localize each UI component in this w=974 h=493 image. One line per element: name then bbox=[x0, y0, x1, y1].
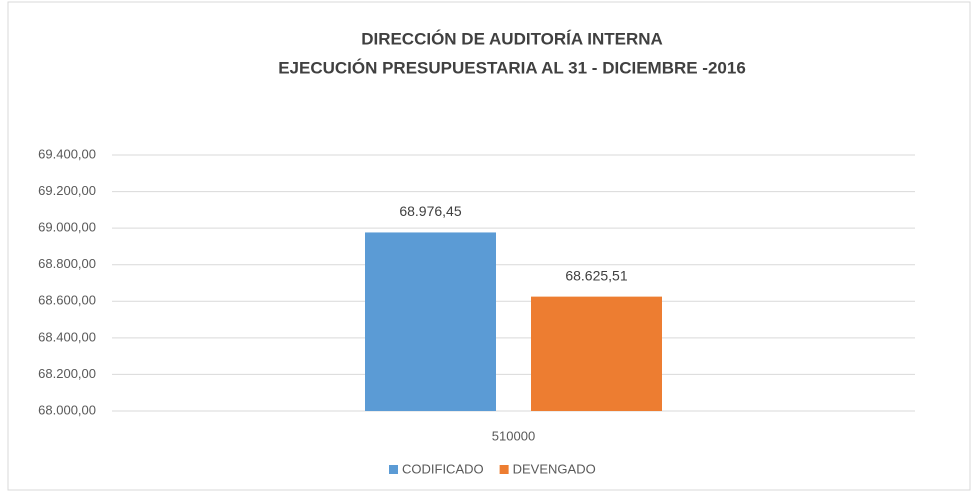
data-label: 68.625,51 bbox=[565, 267, 627, 283]
chart-title: DIRECCIÓN DE AUDITORÍA INTERNA bbox=[361, 29, 663, 48]
bar bbox=[365, 232, 496, 411]
x-tick-label: 510000 bbox=[492, 428, 535, 443]
legend-swatch bbox=[389, 465, 398, 474]
data-label: 68.976,45 bbox=[399, 203, 461, 219]
chart-subtitle: EJECUCIÓN PRESUPUESTARIA AL 31 - DICIEMB… bbox=[278, 58, 746, 77]
y-tick-label: 68.600,00 bbox=[38, 293, 96, 308]
y-tick-label: 68.200,00 bbox=[38, 366, 96, 381]
y-tick-label: 69.000,00 bbox=[38, 220, 96, 235]
bar bbox=[531, 296, 662, 411]
y-tick-label: 68.000,00 bbox=[38, 402, 96, 417]
y-tick-label: 69.400,00 bbox=[38, 146, 96, 161]
y-tick-label: 68.400,00 bbox=[38, 329, 96, 344]
y-tick-label: 68.800,00 bbox=[38, 256, 96, 271]
legend-label: CODIFICADO bbox=[402, 461, 484, 476]
legend-label: DEVENGADO bbox=[513, 461, 596, 476]
y-tick-label: 69.200,00 bbox=[38, 183, 96, 198]
legend-swatch bbox=[499, 465, 509, 474]
